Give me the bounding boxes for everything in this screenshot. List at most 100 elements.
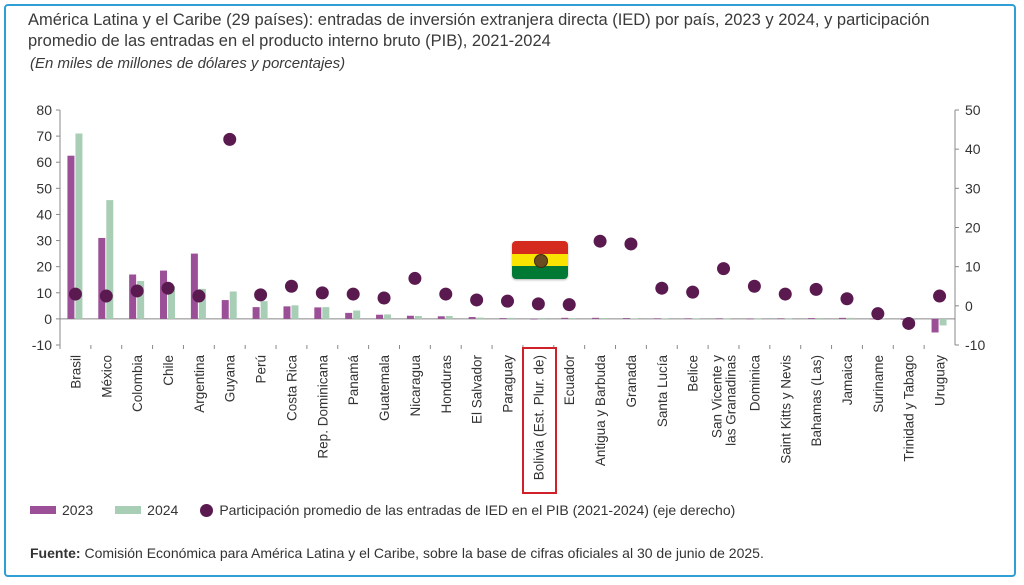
category-label: Jamaica (840, 355, 855, 406)
share-dot (254, 288, 268, 302)
share-dot (933, 289, 947, 303)
category-label: Bolivia (Est. Plur. de) (531, 355, 546, 480)
left-tick-label: 10 (36, 285, 52, 301)
bar-2024 (414, 316, 422, 319)
category-label: Brasil (68, 355, 83, 389)
legend-swatch-2024 (115, 506, 142, 514)
share-dot (377, 291, 391, 305)
category-label: Suriname (871, 355, 886, 413)
bar-2023 (406, 315, 414, 319)
bar-2023 (592, 317, 600, 319)
bar-2023 (345, 312, 353, 319)
category-label: Nicaragua (408, 355, 423, 417)
bar-2024 (507, 317, 515, 319)
category-label: Paraguay (501, 355, 516, 413)
legend-item-dots: Participación promedio de las entradas d… (200, 502, 735, 518)
chart-subtitle: (En miles de millones de dólares y porce… (30, 55, 346, 72)
source-label: Fuente: (30, 545, 81, 561)
category-label: Ecuador (562, 355, 577, 406)
share-dot (470, 293, 484, 307)
category-label-line: las Granadinas (724, 355, 739, 446)
bar-2023 (561, 317, 569, 319)
bar-2024 (785, 318, 793, 320)
bar-2024 (723, 318, 731, 320)
right-tick-label: 50 (965, 102, 981, 118)
bar-2024 (816, 318, 824, 319)
bar-2023 (67, 155, 75, 319)
left-tick-label: 70 (36, 128, 52, 144)
bar-2024 (384, 314, 392, 319)
share-dot (655, 281, 669, 295)
bar-2023 (160, 270, 168, 319)
bar-2023 (252, 307, 260, 319)
left-tick-label: 50 (36, 180, 52, 196)
category-label: Panamá (346, 355, 361, 406)
bolivia-flag-icon (512, 241, 568, 279)
bar-2023 (746, 318, 754, 320)
right-tick-label: 10 (965, 259, 981, 275)
bar-2024 (198, 288, 206, 319)
bar-2023 (283, 306, 291, 319)
category-label: Honduras (439, 355, 454, 414)
share-dot (871, 307, 885, 321)
share-dot (284, 279, 298, 293)
category-label: Colombia (130, 355, 145, 413)
bar-2024 (569, 318, 577, 319)
chart-canvas: -10 0 10 20 30 40 50 60 70 80 -10 0 10 20 30 40 50 Brasil… (32, 102, 986, 480)
share-dot (346, 287, 360, 301)
share-dot (593, 234, 607, 248)
bar-2024 (600, 318, 608, 319)
share-dot (562, 298, 576, 312)
bar-2023 (622, 318, 630, 319)
category-label: Bahamas (Las) (809, 355, 824, 447)
share-dot (501, 294, 514, 308)
share-dot (747, 279, 761, 293)
category-label: Granada (624, 355, 639, 408)
category-label: Belice (686, 355, 701, 392)
category-label: Antigua y Barbuda (593, 355, 608, 467)
bar-2023 (715, 318, 723, 319)
share-dot (223, 132, 237, 146)
category-label: Costa Rica (284, 355, 299, 422)
category-label: Saint Kitts y Nevis (778, 355, 793, 464)
bar-2024 (476, 317, 484, 319)
left-tick-label: 0 (44, 311, 52, 327)
bar-2024 (661, 318, 669, 319)
right-tick-label: 40 (965, 141, 981, 157)
legend-item-2023: 2023 (30, 502, 93, 518)
bar-2023 (468, 317, 476, 319)
share-dot (809, 282, 823, 296)
bar-2023 (129, 274, 137, 319)
share-dot (315, 286, 329, 300)
bar-2023 (314, 307, 322, 319)
category-label: Argentina (192, 355, 207, 413)
left-tick-label: -10 (32, 337, 52, 353)
bar-2024 (353, 310, 361, 319)
left-tick-label: 60 (36, 154, 52, 170)
legend-label-2023: 2023 (62, 502, 94, 518)
left-tick-label: 80 (36, 102, 52, 118)
category-label: Chile (161, 355, 176, 386)
category-label-line: San Vicente y (710, 355, 725, 438)
share-dot (192, 289, 206, 303)
bar-2023 (869, 318, 877, 320)
bar-2024 (106, 200, 114, 319)
bar-2024 (137, 281, 145, 319)
bar-2023 (221, 300, 229, 319)
share-dot (624, 237, 638, 251)
category-label: Uruguay (933, 355, 948, 406)
bar-2024 (168, 286, 176, 319)
right-tick-label: 30 (965, 180, 981, 196)
bar-2023 (190, 253, 198, 319)
right-tick-label: 20 (965, 220, 981, 236)
flag-red-stripe (512, 241, 568, 254)
legend-label-2024: 2024 (147, 502, 179, 518)
bar-2023 (777, 318, 785, 319)
share-dot (161, 281, 175, 295)
left-tick-label: 40 (36, 206, 52, 222)
left-tick-label: 20 (36, 259, 52, 275)
share-dot (778, 287, 792, 301)
share-dot (717, 262, 731, 276)
bar-2024 (538, 318, 546, 319)
category-label: México (99, 355, 114, 398)
